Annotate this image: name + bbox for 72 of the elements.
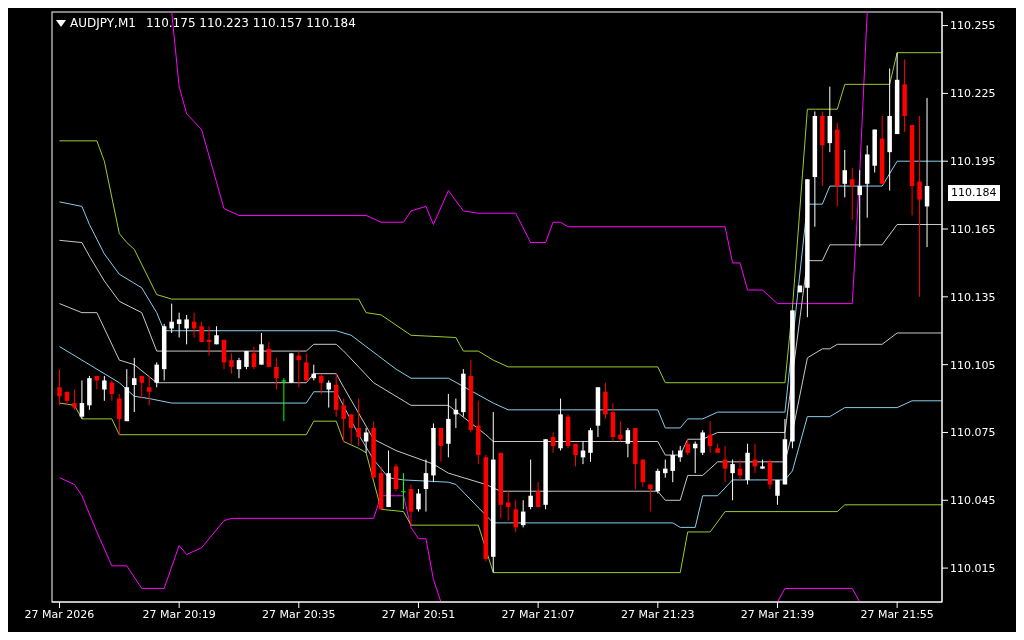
y-tick-label: 110.075 — [950, 426, 996, 440]
candlestick — [401, 472, 406, 510]
candlestick — [648, 483, 653, 513]
x-tick-label: 27 Mar 21:55 — [860, 607, 934, 621]
y-tick-label: 110.255 — [950, 19, 996, 33]
candlestick — [363, 427, 369, 454]
candlestick — [535, 481, 541, 508]
line-series — [58, 223, 942, 456]
candlestick — [251, 346, 257, 370]
line-series — [58, 52, 942, 384]
candlestick — [176, 312, 182, 339]
chart-title: AUDJPY,M1 — [70, 16, 136, 30]
line-series — [58, 303, 942, 501]
x-tick-label: 27 Mar 21:07 — [501, 607, 575, 621]
candlestick — [348, 413, 354, 445]
x-tick-label: 27 Mar 21:23 — [621, 607, 695, 621]
candlestick — [842, 149, 848, 198]
candlestick — [603, 382, 608, 420]
candlestick — [670, 450, 675, 483]
y-tick-label: 110.135 — [950, 290, 996, 304]
x-tick-label: 27 Mar 21:39 — [740, 607, 815, 621]
candlestick — [57, 368, 62, 406]
candlestick — [730, 459, 735, 501]
candlestick — [356, 398, 361, 447]
y-tick-label: 110.045 — [950, 494, 996, 508]
candlestick — [132, 357, 137, 413]
x-tick-label: 27 Mar 20:51 — [381, 607, 456, 621]
candlestick — [319, 373, 324, 395]
candlestick — [513, 499, 518, 533]
candlestick — [326, 379, 331, 409]
candlestick — [72, 389, 77, 411]
candlestick — [102, 375, 107, 402]
chart-subtitle: 110.175 110.223 110.157 110.184 — [145, 16, 356, 30]
candlestick — [700, 429, 705, 456]
candlestick — [850, 167, 855, 221]
line-series — [58, 346, 942, 528]
candlestick — [393, 463, 399, 492]
candlestick — [588, 427, 593, 463]
candlestick — [117, 393, 122, 436]
candlestick — [154, 361, 159, 388]
x-tick-label: 27 Mar 20:35 — [262, 607, 336, 621]
candlestick — [184, 314, 189, 345]
candlestick — [618, 420, 623, 442]
candlestick — [663, 459, 668, 479]
candlestick — [341, 398, 346, 442]
candlestick — [625, 427, 631, 458]
candlestick — [79, 379, 85, 420]
text: 110.184 — [948, 185, 1000, 201]
candlestick — [304, 352, 309, 381]
line-series — [58, 160, 942, 429]
line-series — [58, 402, 942, 574]
candlestick — [528, 459, 533, 510]
candlestick — [416, 488, 421, 513]
candlestick — [274, 357, 279, 391]
candlestick — [146, 375, 152, 406]
candlestick — [857, 169, 862, 248]
y-tick-label: 110.015 — [950, 562, 996, 575]
x-tick-label: 27 Mar 2026 — [24, 607, 95, 621]
candlestick — [259, 332, 264, 366]
candlestick — [169, 303, 174, 334]
y-tick-label: 110.195 — [950, 155, 996, 169]
candlestick — [229, 352, 234, 375]
y-tick-label: 110.165 — [950, 222, 996, 236]
candlestick — [281, 377, 287, 422]
y-tick-label: 110.105 — [950, 358, 996, 372]
candlestick — [408, 483, 414, 526]
x-tick-label: 27 Mar 20:19 — [142, 607, 216, 621]
candlestick — [244, 350, 249, 370]
candlestick — [917, 115, 922, 298]
candlestick — [775, 479, 780, 506]
candlestick — [423, 459, 429, 513]
y-tick-label: 110.225 — [950, 87, 996, 101]
